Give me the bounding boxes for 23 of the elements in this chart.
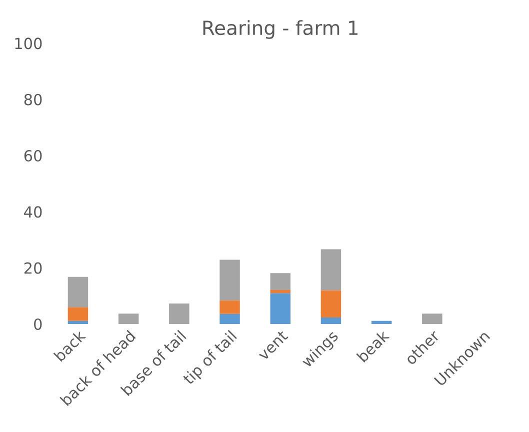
bar: [270, 293, 290, 324]
bar: [371, 320, 392, 324]
bar: [270, 290, 290, 294]
bar: [320, 249, 342, 290]
bar: [320, 318, 342, 324]
y-tick-label: 20: [24, 262, 42, 274]
y-tick-label: 60: [24, 150, 42, 162]
bar: [270, 273, 290, 290]
y-tick-label: 80: [24, 94, 42, 106]
bar: [220, 314, 240, 324]
bar: [68, 276, 88, 308]
y-tick-label: 100: [15, 38, 42, 50]
bar: [220, 300, 240, 314]
bar: [169, 304, 190, 324]
y-tick-label: 40: [24, 206, 42, 218]
chart-title: Rearing - farm 1: [203, 20, 358, 39]
bar: [68, 307, 88, 321]
bar: [220, 260, 240, 300]
y-tick-label: 0: [34, 318, 42, 330]
bar: [118, 314, 139, 324]
bar: [320, 290, 342, 318]
bar: [68, 320, 88, 324]
bar: [422, 314, 442, 324]
